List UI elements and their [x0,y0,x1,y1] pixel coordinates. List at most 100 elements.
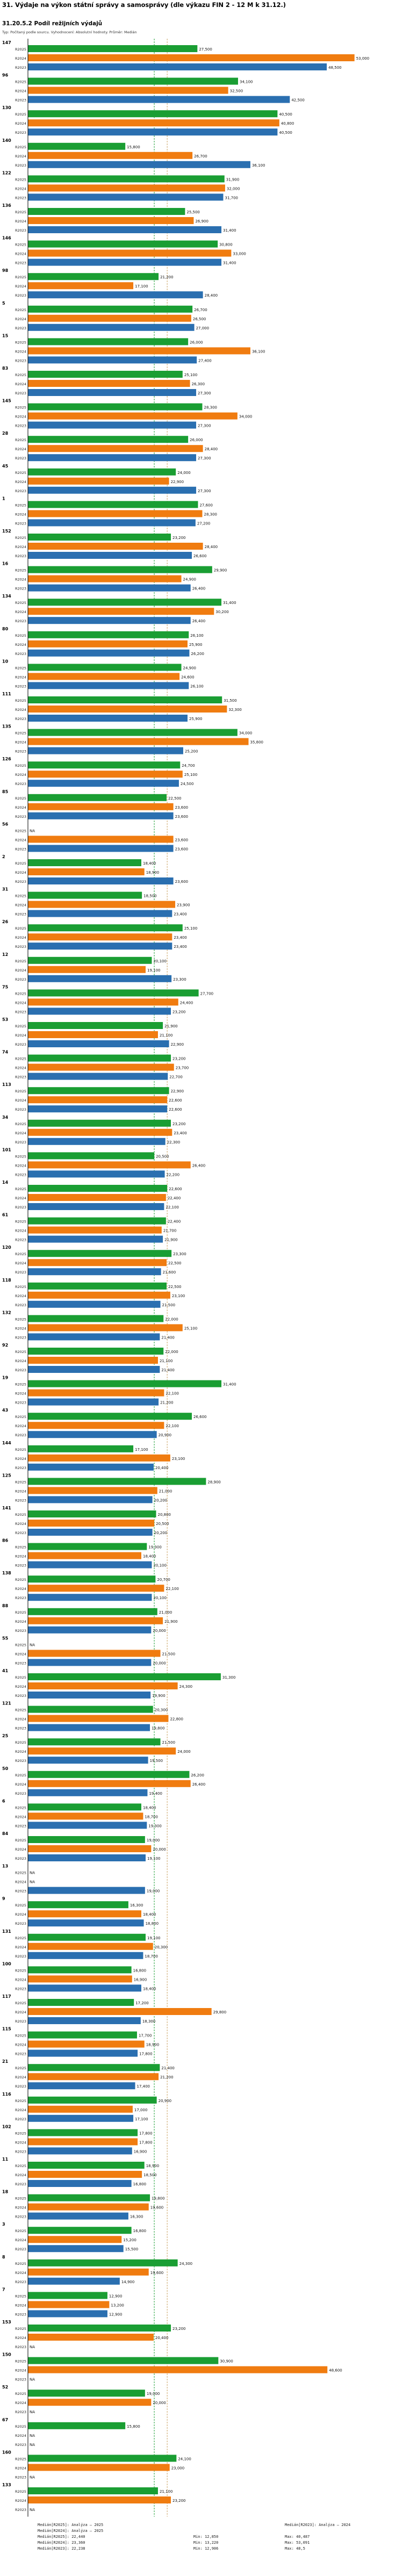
bar [28,1357,158,1364]
footer-medians: Medián[R2025]: Analýza – 2025 Medián[R202… [38,2522,103,2552]
series-label: R2024 [15,1326,26,1330]
series-label: R2023 [15,391,26,395]
value-label: 27,300 [198,391,211,395]
series-label: R2025 [15,2229,26,2233]
category-label: 61 [2,1213,9,1218]
series-label: R2023 [15,1433,26,1437]
series-label: R2024 [15,2043,26,2047]
bar [28,1366,160,1373]
category-label: 7 [2,2287,5,2292]
chart-note: Typ: Počítaný podle sourcu. Vyhodnocení:… [2,30,137,34]
value-label: 20,300 [155,1945,168,1949]
series-label: R2025 [15,829,26,833]
series-label: R2024 [15,2369,26,2373]
series-label: R2024 [15,1555,26,1559]
value-label: 19,400 [149,1791,162,1796]
bar [28,891,142,899]
bar [28,2008,212,2015]
value-label: 25,100 [184,773,198,777]
series-label: R2024 [15,1522,26,1526]
category-label: 18 [2,2190,9,2194]
value-label: 18,300 [142,2019,156,2024]
series-label: R2023 [15,2312,26,2316]
bar [28,640,188,647]
series-label: R2025 [15,1122,26,1126]
bar [28,989,199,997]
series-label: R2023 [15,717,26,721]
category-label: 67 [2,2417,8,2422]
series-label: R2023 [15,131,26,135]
bar [28,2227,132,2234]
bar [28,1575,156,1583]
series-label: R2023 [15,163,26,168]
value-label: 24,300 [179,2262,193,2266]
bar [28,1463,154,1471]
bar [28,682,189,689]
series-label: R2024 [15,1229,26,1233]
value-label: 26,300 [192,382,205,386]
series-label: R2023 [15,977,26,982]
bar [28,1431,157,1438]
series-label: R2023 [15,2084,26,2089]
series-label: R2024 [15,2173,26,2177]
value-label: 21,100 [160,1359,173,1363]
series-label: R2024 [15,1392,26,1396]
value-label: 31,700 [225,196,238,200]
value-label: 23,300 [173,1252,186,1256]
category-label: 10 [2,659,9,664]
value-label: 24,400 [180,1001,193,1005]
category-label: 50 [2,1766,9,1771]
bar [28,217,194,224]
value-label: 15,800 [127,2424,140,2429]
series-label: R2025 [15,894,26,898]
category-label: 101 [2,1147,11,1152]
series-label: R2023 [15,554,26,558]
category-label: 131 [2,1929,11,1934]
bar [28,975,172,982]
value-label: 30,900 [220,2359,233,2364]
value-label: NA [30,2508,35,2512]
value-label: 28,400 [205,293,218,298]
value-label: 19,900 [152,1694,165,1698]
bar [28,1910,141,1918]
value-label: 34,000 [239,731,253,736]
value-label: 19,500 [150,1759,163,1763]
value-label: 20,500 [156,1522,169,1526]
bar [28,1561,152,1568]
bar [28,1496,153,1503]
category-label: 80 [2,627,9,631]
bar [28,2049,138,2057]
value-label: 22,200 [167,1172,180,1177]
bar [28,2138,138,2146]
bar [28,175,225,183]
bar [28,2334,154,2341]
series-label: R2023 [15,684,26,688]
value-label: 24,900 [183,578,197,582]
bar [28,1789,148,1796]
bar [28,1747,176,1755]
value-label: 27,600 [199,503,213,507]
bar [28,110,278,118]
value-label: 23,300 [173,977,186,982]
series-label: R2025 [15,2001,26,2005]
category-label: 141 [2,1506,11,1510]
bar [28,924,183,932]
value-label: 17,700 [139,2034,152,2038]
bar [28,314,191,322]
value-label: 20,000 [153,1847,166,1852]
series-label: R2025 [15,1805,26,1810]
category-label: 85 [2,789,9,794]
footer-line: Medián[R2024]: 23,360 [38,2541,85,2545]
bar [28,1478,206,1485]
series-label: R2024 [15,903,26,908]
series-label: R2023 [15,1172,26,1177]
value-label: 19,100 [147,1936,161,1940]
bar [28,510,203,517]
value-label: 26,100 [190,684,204,688]
bar [28,128,278,136]
value-label: 17,400 [137,2084,150,2089]
bar [28,1324,183,1332]
category-label: 9 [2,1896,5,1901]
value-label: 26,500 [193,317,206,321]
footer-line: Max: 40,487 [285,2535,310,2539]
